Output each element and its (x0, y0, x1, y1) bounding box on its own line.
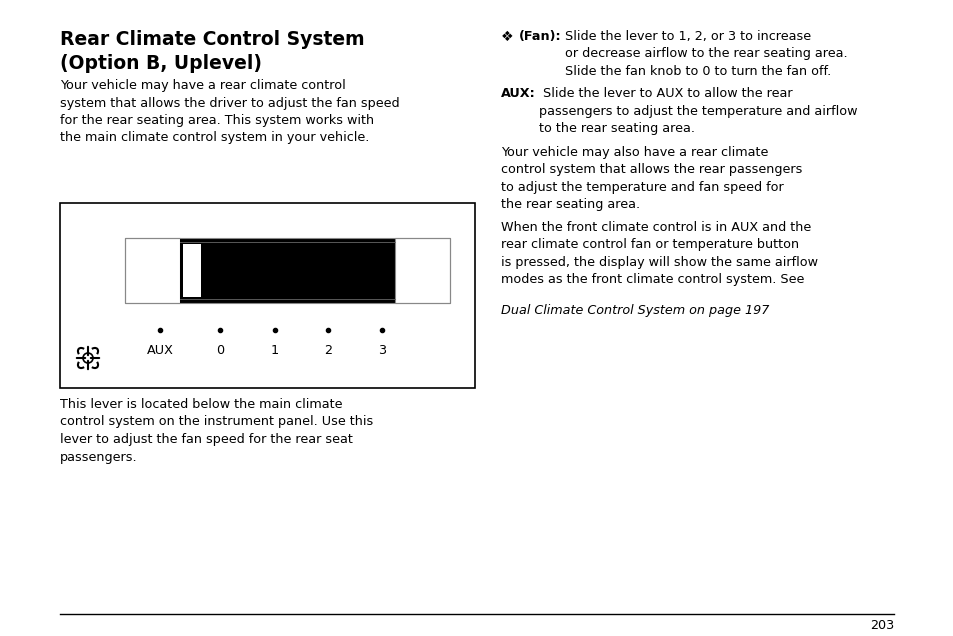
Text: 1: 1 (271, 344, 279, 357)
Text: ❖: ❖ (500, 30, 513, 44)
Text: (Option B, Uplevel): (Option B, Uplevel) (60, 54, 262, 73)
Text: Slide the lever to AUX to allow the rear
passengers to adjust the temperature an: Slide the lever to AUX to allow the rear… (538, 87, 857, 135)
Text: 0: 0 (215, 344, 224, 357)
Text: When the front climate control is in AUX and the
rear climate control fan or tem: When the front climate control is in AUX… (500, 221, 817, 286)
Text: 2: 2 (324, 344, 332, 357)
Bar (60, 203, 475, 388)
Text: Your vehicle may have a rear climate control
system that allows the driver to ad: Your vehicle may have a rear climate con… (60, 79, 399, 144)
Text: Slide the lever to 1, 2, or 3 to increase
or decrease airflow to the rear seatin: Slide the lever to 1, 2, or 3 to increas… (564, 30, 846, 78)
Text: 3: 3 (377, 344, 386, 357)
Bar (125, 238, 180, 303)
Bar (183, 244, 201, 297)
Text: Rear Climate Control System: Rear Climate Control System (60, 30, 364, 49)
Text: AUX:: AUX: (500, 87, 535, 100)
Text: 203: 203 (869, 619, 893, 632)
Text: Dual Climate Control System on page 197: Dual Climate Control System on page 197 (500, 304, 768, 317)
Text: AUX: AUX (147, 344, 173, 357)
Bar (395, 238, 450, 303)
Text: This lever is located below the main climate
control system on the instrument pa: This lever is located below the main cli… (60, 398, 373, 464)
Text: (Fan):: (Fan): (518, 30, 561, 43)
Bar (125, 238, 450, 303)
Text: Your vehicle may also have a rear climate
control system that allows the rear pa: Your vehicle may also have a rear climat… (500, 146, 801, 212)
Bar (180, 238, 395, 303)
